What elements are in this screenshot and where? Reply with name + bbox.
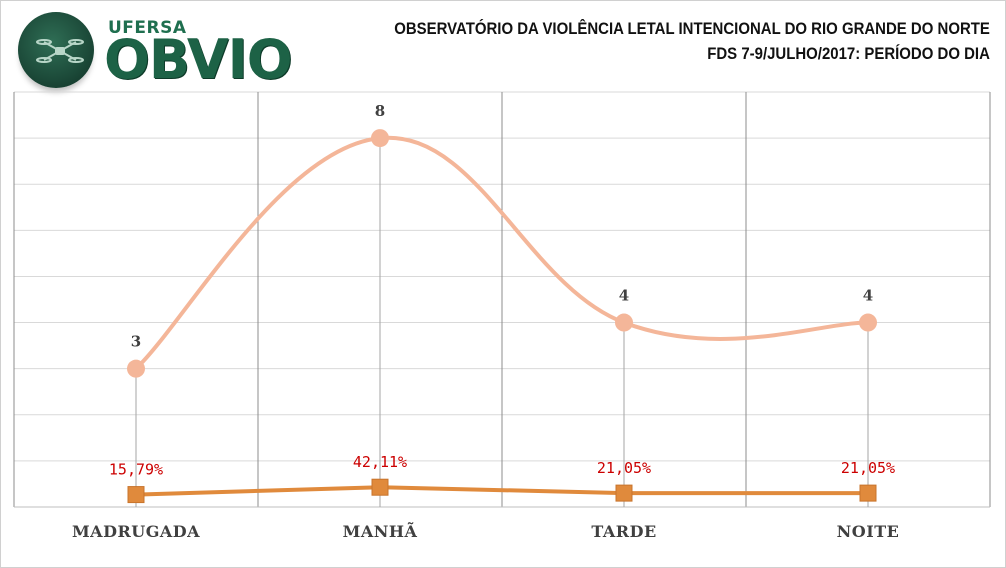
percent-point-tarde (615, 484, 633, 502)
x-tick-label: MADRUGADA (72, 522, 200, 541)
count-point-manhã (371, 129, 389, 148)
title-line-1: OBSERVATÓRIO DA VIOLÊNCIA LETAL INTENCIO… (394, 19, 990, 38)
series-percent-line (135, 485, 868, 497)
x-tick-label: NOITE (837, 522, 900, 541)
count-point-madrugada (127, 359, 145, 378)
percent-point-manhã (371, 478, 389, 496)
percent-label: 21,05% (597, 459, 651, 477)
drone-icon (36, 39, 84, 63)
chart-title: OBSERVATÓRIO DA VIOLÊNCIA LETAL INTENCIO… (394, 16, 990, 66)
drone-seal-icon (18, 12, 94, 88)
percent-point-noite (859, 484, 877, 502)
logo-ufersa-text: UFERSA (108, 18, 187, 38)
count-point-tarde (615, 313, 633, 332)
percent-label: 42,11% (353, 453, 407, 471)
title-line-2: FDS 7-9/JULHO/2017: PERÍODO DO DIA (707, 44, 990, 63)
percent-label: 15,79% (109, 461, 163, 479)
count-label: 8 (375, 102, 385, 120)
x-tick-label: TARDE (591, 522, 656, 541)
x-tick-label: MANHÃ (343, 520, 418, 541)
percent-point-madrugada (127, 486, 145, 504)
count-point-noite (859, 313, 877, 332)
count-label: 4 (863, 287, 873, 305)
logo-obvio-text: OBVIO (104, 28, 293, 91)
percent-label: 21,05% (841, 459, 895, 477)
count-label: 3 (131, 333, 141, 351)
series-count-line (134, 135, 870, 371)
count-label: 4 (619, 287, 629, 305)
obvio-logo: UFERSA OBVIO (14, 8, 293, 92)
